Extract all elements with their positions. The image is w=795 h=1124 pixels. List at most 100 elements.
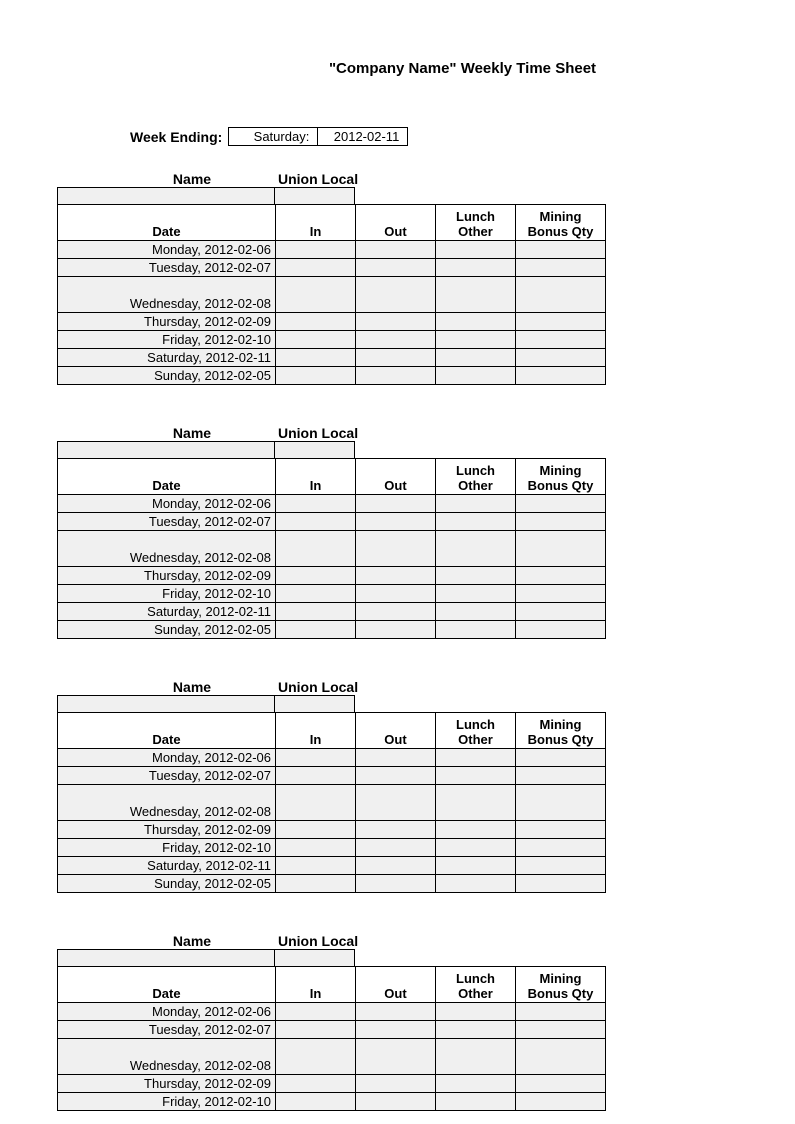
lunch-other-cell[interactable] [436, 331, 516, 349]
mining-bonus-qty-cell[interactable] [516, 603, 606, 621]
mining-bonus-qty-cell[interactable] [516, 585, 606, 603]
mining-bonus-qty-cell[interactable] [516, 821, 606, 839]
lunch-other-cell[interactable] [436, 1003, 516, 1021]
lunch-other-cell[interactable] [436, 767, 516, 785]
union-local-cell[interactable] [275, 187, 355, 205]
lunch-other-cell[interactable] [436, 839, 516, 857]
in-cell[interactable] [276, 259, 356, 277]
out-cell[interactable] [356, 567, 436, 585]
lunch-other-cell[interactable] [436, 1075, 516, 1093]
mining-bonus-qty-cell[interactable] [516, 621, 606, 639]
out-cell[interactable] [356, 367, 436, 385]
name-cell[interactable] [57, 695, 275, 713]
in-cell[interactable] [276, 749, 356, 767]
mining-bonus-qty-cell[interactable] [516, 531, 606, 567]
lunch-other-cell[interactable] [436, 313, 516, 331]
out-cell[interactable] [356, 621, 436, 639]
out-cell[interactable] [356, 1093, 436, 1111]
out-cell[interactable] [356, 495, 436, 513]
in-cell[interactable] [276, 567, 356, 585]
in-cell[interactable] [276, 767, 356, 785]
name-cell[interactable] [57, 187, 275, 205]
lunch-other-cell[interactable] [436, 367, 516, 385]
union-local-cell[interactable] [275, 695, 355, 713]
out-cell[interactable] [356, 749, 436, 767]
in-cell[interactable] [276, 513, 356, 531]
mining-bonus-qty-cell[interactable] [516, 749, 606, 767]
mining-bonus-qty-cell[interactable] [516, 241, 606, 259]
in-cell[interactable] [276, 313, 356, 331]
in-cell[interactable] [276, 277, 356, 313]
out-cell[interactable] [356, 259, 436, 277]
lunch-other-cell[interactable] [436, 749, 516, 767]
mining-bonus-qty-cell[interactable] [516, 567, 606, 585]
in-cell[interactable] [276, 875, 356, 893]
in-cell[interactable] [276, 1003, 356, 1021]
in-cell[interactable] [276, 531, 356, 567]
out-cell[interactable] [356, 313, 436, 331]
mining-bonus-qty-cell[interactable] [516, 857, 606, 875]
out-cell[interactable] [356, 531, 436, 567]
mining-bonus-qty-cell[interactable] [516, 1003, 606, 1021]
mining-bonus-qty-cell[interactable] [516, 513, 606, 531]
out-cell[interactable] [356, 785, 436, 821]
out-cell[interactable] [356, 1075, 436, 1093]
lunch-other-cell[interactable] [436, 621, 516, 639]
in-cell[interactable] [276, 603, 356, 621]
in-cell[interactable] [276, 1039, 356, 1075]
lunch-other-cell[interactable] [436, 1093, 516, 1111]
out-cell[interactable] [356, 767, 436, 785]
in-cell[interactable] [276, 241, 356, 259]
out-cell[interactable] [356, 331, 436, 349]
mining-bonus-qty-cell[interactable] [516, 495, 606, 513]
out-cell[interactable] [356, 1021, 436, 1039]
mining-bonus-qty-cell[interactable] [516, 331, 606, 349]
in-cell[interactable] [276, 857, 356, 875]
out-cell[interactable] [356, 349, 436, 367]
in-cell[interactable] [276, 585, 356, 603]
mining-bonus-qty-cell[interactable] [516, 1021, 606, 1039]
out-cell[interactable] [356, 1039, 436, 1075]
union-local-cell[interactable] [275, 441, 355, 459]
name-cell[interactable] [57, 441, 275, 459]
in-cell[interactable] [276, 1093, 356, 1111]
lunch-other-cell[interactable] [436, 495, 516, 513]
out-cell[interactable] [356, 241, 436, 259]
lunch-other-cell[interactable] [436, 585, 516, 603]
out-cell[interactable] [356, 277, 436, 313]
mining-bonus-qty-cell[interactable] [516, 839, 606, 857]
out-cell[interactable] [356, 821, 436, 839]
out-cell[interactable] [356, 585, 436, 603]
in-cell[interactable] [276, 367, 356, 385]
lunch-other-cell[interactable] [436, 513, 516, 531]
in-cell[interactable] [276, 1021, 356, 1039]
mining-bonus-qty-cell[interactable] [516, 785, 606, 821]
out-cell[interactable] [356, 839, 436, 857]
lunch-other-cell[interactable] [436, 259, 516, 277]
lunch-other-cell[interactable] [436, 821, 516, 839]
union-local-cell[interactable] [275, 949, 355, 967]
mining-bonus-qty-cell[interactable] [516, 1075, 606, 1093]
name-cell[interactable] [57, 949, 275, 967]
lunch-other-cell[interactable] [436, 1021, 516, 1039]
mining-bonus-qty-cell[interactable] [516, 1093, 606, 1111]
lunch-other-cell[interactable] [436, 567, 516, 585]
in-cell[interactable] [276, 331, 356, 349]
in-cell[interactable] [276, 821, 356, 839]
lunch-other-cell[interactable] [436, 531, 516, 567]
lunch-other-cell[interactable] [436, 349, 516, 367]
mining-bonus-qty-cell[interactable] [516, 259, 606, 277]
in-cell[interactable] [276, 785, 356, 821]
out-cell[interactable] [356, 1003, 436, 1021]
mining-bonus-qty-cell[interactable] [516, 767, 606, 785]
mining-bonus-qty-cell[interactable] [516, 1039, 606, 1075]
out-cell[interactable] [356, 513, 436, 531]
lunch-other-cell[interactable] [436, 603, 516, 621]
in-cell[interactable] [276, 621, 356, 639]
in-cell[interactable] [276, 839, 356, 857]
in-cell[interactable] [276, 349, 356, 367]
out-cell[interactable] [356, 603, 436, 621]
out-cell[interactable] [356, 875, 436, 893]
lunch-other-cell[interactable] [436, 785, 516, 821]
mining-bonus-qty-cell[interactable] [516, 875, 606, 893]
